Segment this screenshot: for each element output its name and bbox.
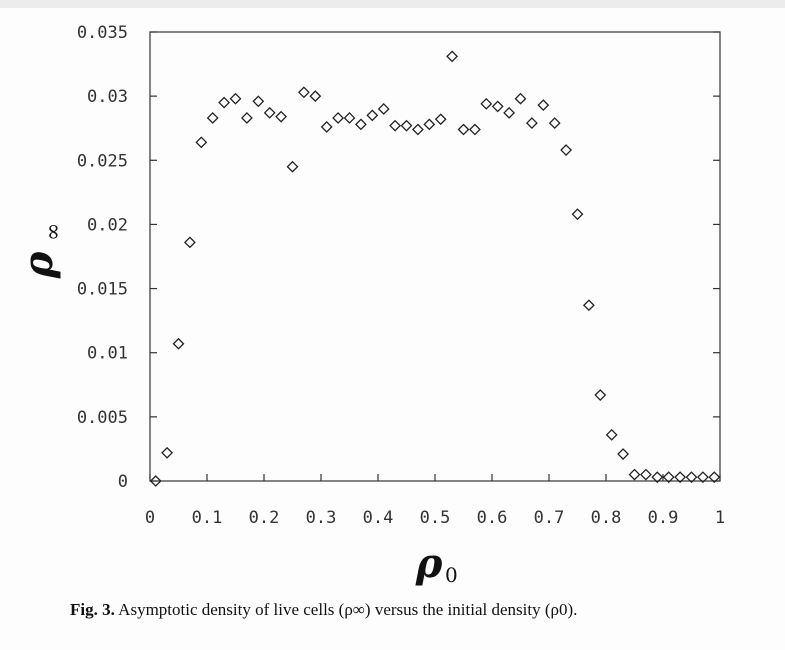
data-point xyxy=(275,110,288,123)
data-point xyxy=(639,468,652,481)
data-point xyxy=(354,118,367,131)
data-point xyxy=(537,99,550,112)
data-point xyxy=(571,208,584,221)
data-point xyxy=(628,468,641,481)
data-point xyxy=(320,121,333,133)
x-tick-label: 0.4 xyxy=(363,508,394,528)
x-tick-label: 0.2 xyxy=(249,508,280,528)
x-tick-label: 0.7 xyxy=(534,508,565,528)
data-point xyxy=(491,100,504,113)
data-point xyxy=(400,119,413,132)
data-point xyxy=(662,471,675,484)
data-point xyxy=(252,95,265,108)
data-point xyxy=(514,92,527,105)
data-point xyxy=(297,86,310,99)
y-axis-label-group: ρ∞ xyxy=(15,223,66,280)
figure-caption: Fig. 3. Asymptotic density of live cells… xyxy=(70,600,770,620)
data-point xyxy=(332,112,345,124)
y-tick-label: 0.035 xyxy=(77,23,128,43)
data-point xyxy=(377,103,390,115)
y-tick-label: 0.03 xyxy=(87,87,128,107)
data-point xyxy=(389,119,402,132)
x-tick-label: 0.5 xyxy=(420,508,451,528)
x-tick-label: 0.6 xyxy=(477,508,508,528)
data-point xyxy=(195,136,208,149)
data-point xyxy=(582,299,595,312)
y-tick-label: 0.01 xyxy=(87,344,128,364)
data-point xyxy=(218,96,231,109)
data-point xyxy=(446,50,459,63)
data-point xyxy=(708,471,721,484)
data-point xyxy=(206,112,219,124)
x-tick-label: 0.1 xyxy=(192,508,223,528)
x-axis-label-subscript: 0 xyxy=(445,563,458,587)
data-point xyxy=(503,106,516,119)
data-point xyxy=(674,471,687,484)
x-tick-label: 0.9 xyxy=(648,508,679,528)
data-point xyxy=(149,475,162,487)
scatter-chart: 0 0.005 0.01 0.015 0.02 0.025 0.03 0.035 0 0.1 0.2… xyxy=(15,23,725,587)
x-tick-label: 0.3 xyxy=(306,508,337,528)
x-tick-label: 1 xyxy=(715,508,725,528)
caption-label: Fig. 3. xyxy=(70,600,115,619)
data-point xyxy=(366,109,379,122)
data-point xyxy=(468,123,481,136)
data-point xyxy=(423,118,436,131)
data-point xyxy=(605,428,618,441)
top-strip xyxy=(0,0,785,8)
x-axis-label: ρ xyxy=(415,540,443,587)
data-point xyxy=(685,471,698,484)
y-tick-label: 0.005 xyxy=(77,408,128,428)
y-axis-label-subscript: ∞ xyxy=(41,223,66,241)
data-point xyxy=(617,448,630,460)
data-point xyxy=(525,117,538,130)
y-axis-label: ρ xyxy=(15,251,62,279)
x-tick-label: 0 xyxy=(145,508,155,528)
data-point xyxy=(161,446,174,459)
plot-frame xyxy=(149,31,721,482)
data-point xyxy=(594,389,607,401)
data-point xyxy=(286,160,299,173)
y-tick-label: 0.025 xyxy=(77,151,128,171)
caption-text: Asymptotic density of live cells (ρ∞) ve… xyxy=(118,600,578,619)
data-point xyxy=(560,144,573,156)
data-point xyxy=(548,117,561,130)
x-tick-label: 0.8 xyxy=(591,508,622,528)
data-point xyxy=(309,90,322,103)
data-point xyxy=(240,112,253,124)
data-point xyxy=(263,106,276,119)
data-point xyxy=(480,97,493,110)
data-point xyxy=(651,471,664,484)
data-point xyxy=(229,92,242,105)
y-tick-label: 0 xyxy=(118,472,128,492)
data-point xyxy=(172,337,185,350)
data-point xyxy=(183,236,196,249)
y-tick-label: 0.02 xyxy=(87,215,128,235)
data-point xyxy=(411,123,424,136)
data-point xyxy=(343,112,356,124)
data-point xyxy=(434,113,447,126)
y-tick-label: 0.015 xyxy=(77,280,128,300)
data-point xyxy=(696,471,709,484)
data-point xyxy=(457,123,470,136)
